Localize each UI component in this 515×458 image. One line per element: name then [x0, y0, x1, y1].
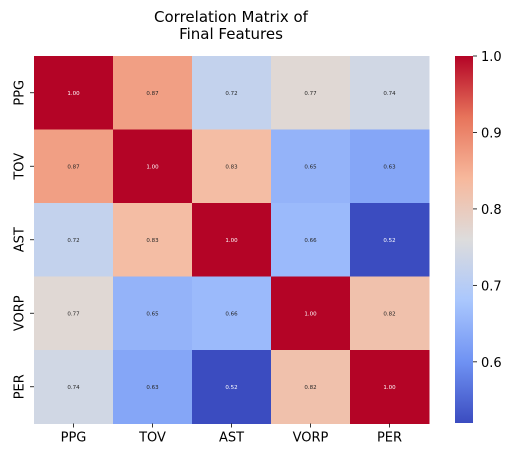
heatmap-cell-tov-tov [113, 129, 193, 204]
column-label-tov: TOV [138, 431, 166, 446]
heatmap-cell-tov-ppg [34, 129, 114, 204]
cell-value-label: 1.00 [383, 385, 396, 391]
heatmap-cell-ast-tov [113, 203, 193, 277]
cell-value-label: 0.52 [225, 385, 237, 391]
cell-value-label: 0.87 [67, 164, 80, 170]
heatmap-cell-per-tov [113, 350, 193, 424]
heatmap-cell-tov-per [350, 129, 430, 204]
cell-value-label: 0.65 [304, 164, 317, 170]
cell-value-label: 0.87 [146, 91, 159, 97]
heatmap-cell-vorp-vorp [271, 276, 351, 351]
heatmap-cell-per-ast [192, 350, 272, 424]
heatmap-cell-ppg-vorp [271, 56, 351, 130]
row-label-ppg: PPG [13, 80, 28, 106]
cell-value-label: 0.72 [225, 91, 237, 97]
column-labels: PPG TOV AST VORP PER [61, 423, 402, 446]
cell-value-label: 0.82 [304, 385, 316, 391]
cell-value-label: 0.83 [225, 164, 238, 170]
cell-value-label: 0.74 [383, 91, 396, 97]
colorbar-tick-label: 0.9 [481, 126, 502, 141]
heatmap-cell-vorp-tov [113, 276, 193, 351]
chart-title-line-2: Final Features [179, 25, 283, 43]
heatmap-cell-ast-ast [192, 203, 272, 277]
heatmap-cells: 1.00 0.87 0.72 0.77 0.74 0.87 1.00 0.83 0.65 0.63… [34, 56, 430, 424]
heatmap-cell-ast-per [350, 203, 430, 277]
heatmap-cell-ppg-ppg [34, 56, 114, 130]
chart-title-line-1: Correlation Matrix of [154, 8, 309, 26]
cell-value-label: 1.00 [225, 238, 238, 244]
colorbar: 0.6 0.7 0.8 0.9 1.0 [455, 50, 502, 423]
cell-value-label: 1.00 [304, 311, 317, 317]
column-label-ast: AST [219, 431, 244, 446]
colorbar-tick-label: 0.7 [481, 279, 502, 294]
cell-value-label: 0.63 [383, 164, 396, 170]
cell-value-label: 0.66 [225, 311, 238, 317]
row-label-per: PER [13, 374, 28, 399]
cell-value-label: 0.63 [146, 385, 159, 391]
heatmap-cell-ast-ppg [34, 203, 114, 277]
heatmap-cell-ppg-per [350, 56, 430, 130]
heatmap-cell-per-per [350, 350, 430, 424]
heatmap-cell-vorp-per [350, 276, 430, 351]
cell-value-label: 0.77 [304, 91, 317, 97]
row-label-vorp: VORP [13, 295, 28, 331]
cell-value-label: 1.00 [146, 164, 159, 170]
row-label-ast: AST [13, 227, 28, 252]
heatmap-cell-ppg-ast [192, 56, 272, 130]
cell-value-label: 0.65 [146, 311, 159, 317]
heatmap-cell-tov-ast [192, 129, 272, 204]
cell-value-label: 0.52 [383, 238, 395, 244]
heatmap-cell-tov-vorp [271, 129, 351, 204]
heatmap-cell-vorp-ppg [34, 276, 114, 351]
column-label-vorp: VORP [293, 431, 329, 446]
cell-value-label: 0.74 [67, 385, 80, 391]
heatmap-cell-ast-vorp [271, 203, 351, 277]
colorbar-gradient [455, 56, 473, 423]
row-label-tov: TOV [13, 153, 28, 181]
cell-value-label: 0.66 [304, 238, 317, 244]
row-labels: PPG TOV AST VORP PER [13, 80, 34, 399]
cell-value-label: 0.77 [67, 311, 80, 317]
colorbar-tick-label: 0.6 [481, 356, 502, 371]
heatmap-cell-per-vorp [271, 350, 351, 424]
cell-value-label: 0.72 [67, 238, 79, 244]
cell-value-label: 0.83 [146, 238, 159, 244]
column-label-per: PER [377, 431, 402, 446]
colorbar-tick-label: 1.0 [481, 50, 502, 65]
heatmap-cell-vorp-ast [192, 276, 272, 351]
colorbar-tick-label: 0.8 [481, 203, 502, 218]
heatmap-cell-ppg-tov [113, 56, 193, 130]
column-label-ppg: PPG [61, 431, 87, 446]
cell-value-label: 0.82 [383, 311, 395, 317]
heatmap-cell-per-ppg [34, 350, 114, 424]
cell-value-label: 1.00 [67, 91, 80, 97]
